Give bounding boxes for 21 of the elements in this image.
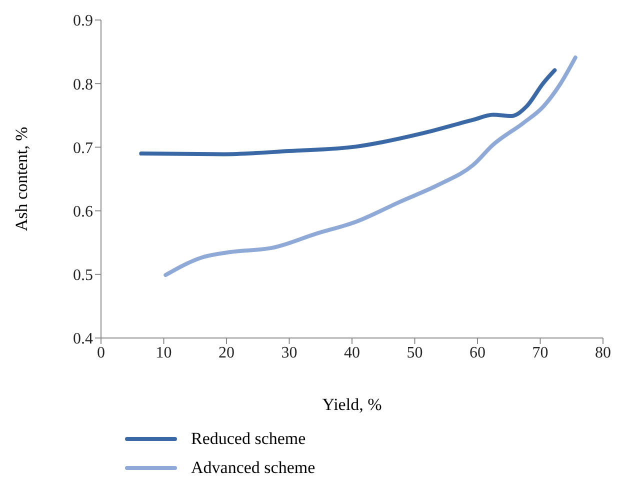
x-axis-title: Yield, % xyxy=(322,395,382,414)
line-series xyxy=(164,56,578,278)
y-tick-label: 0.8 xyxy=(73,76,93,94)
x-tick-label: 30 xyxy=(281,344,298,362)
x-tick-label: 40 xyxy=(344,344,360,362)
y-tick-label: 0.4 xyxy=(73,330,93,348)
x-tick-label: 60 xyxy=(470,344,486,362)
x-tick-label: 10 xyxy=(156,344,172,362)
y-axis-title: Ash content, % xyxy=(12,126,32,232)
line-series xyxy=(139,68,557,156)
legend-label: Reduced scheme xyxy=(191,428,306,448)
x-tick-label: 20 xyxy=(218,344,234,362)
legend-label: Advanced scheme xyxy=(191,458,316,478)
x-tick-label: 50 xyxy=(406,344,423,362)
y-tick-label: 0.9 xyxy=(73,12,93,30)
x-tick-label: 80 xyxy=(595,344,611,362)
y-tick-label: 0.7 xyxy=(73,140,93,157)
y-tick-label: 0.6 xyxy=(73,203,93,220)
y-tick-label: 0.5 xyxy=(73,267,93,284)
x-tick-label: 70 xyxy=(532,344,548,362)
x-tick-label: 0 xyxy=(97,344,105,362)
